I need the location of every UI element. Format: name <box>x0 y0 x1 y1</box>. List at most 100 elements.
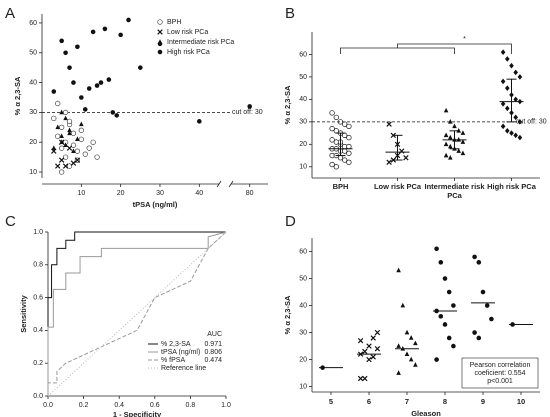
point <box>62 163 69 169</box>
point <box>67 65 72 70</box>
point <box>443 141 449 147</box>
point <box>374 329 381 336</box>
point <box>476 335 482 341</box>
point <box>59 124 65 130</box>
point <box>489 316 494 322</box>
point <box>505 128 510 134</box>
cutoff-label: cut off: 30 <box>516 119 547 126</box>
point <box>66 118 73 124</box>
legend-label: Intermediate risk PCa <box>167 39 234 46</box>
point <box>55 133 61 139</box>
point <box>86 145 92 151</box>
x-tick-label: 20 <box>117 190 125 197</box>
y-tick-label: 10 <box>299 383 307 390</box>
point <box>500 78 506 85</box>
y-tick-label: 0.0 <box>33 393 43 400</box>
legend-label: tPSA (ng/ml) <box>161 349 200 356</box>
y-tick-label: 40 <box>299 302 307 309</box>
panel-letter: B <box>285 5 295 22</box>
point <box>114 113 120 118</box>
point <box>70 160 77 166</box>
point <box>448 119 453 124</box>
point <box>55 100 61 107</box>
note-box <box>461 357 539 389</box>
note-line: p<0.001 <box>487 378 513 385</box>
point <box>396 267 401 273</box>
point <box>500 101 506 107</box>
point <box>460 130 466 135</box>
x-axis-label: tPSA (ng/ml) <box>133 200 178 209</box>
x-tick-label: 0.4 <box>114 402 124 409</box>
panel-letter: C <box>5 213 16 230</box>
x-tick-label: Low risk PCa <box>373 182 422 191</box>
point <box>51 115 57 122</box>
y-tick-label: 50 <box>299 74 307 81</box>
point <box>66 145 73 151</box>
point <box>329 137 335 143</box>
point <box>362 375 368 382</box>
y-tick-label: 30 <box>299 329 307 336</box>
point <box>329 161 335 168</box>
point <box>67 130 72 136</box>
legend-auc: 0.806 <box>204 349 222 356</box>
point <box>82 107 88 112</box>
point <box>333 164 339 170</box>
point <box>517 74 523 80</box>
x-tick-label: 10 <box>517 397 525 406</box>
point <box>342 148 348 154</box>
x-tick-label: 40 <box>195 190 203 197</box>
point <box>366 356 372 363</box>
point <box>357 337 364 344</box>
point <box>357 375 364 382</box>
point <box>157 29 163 35</box>
point <box>404 351 410 356</box>
x-tick-label: 9 <box>481 397 485 406</box>
legend-label: Reference line <box>161 365 206 372</box>
x-tick-label: 7 <box>405 397 409 406</box>
point <box>472 330 477 335</box>
point <box>157 41 163 47</box>
point <box>438 314 444 319</box>
point <box>67 127 72 133</box>
point <box>517 119 523 125</box>
point <box>74 157 81 163</box>
point <box>505 56 510 62</box>
point <box>63 50 68 56</box>
point <box>333 128 339 134</box>
point <box>346 150 352 156</box>
roc-line <box>47 231 226 396</box>
y-tick-label: 40 <box>299 96 307 103</box>
point <box>126 17 131 23</box>
point <box>75 44 80 50</box>
x-tick-label: 0.0 <box>43 402 53 409</box>
point <box>55 163 61 169</box>
point <box>66 163 73 169</box>
x-axis-label: Gleason <box>411 409 441 417</box>
y-tick-label: 60 <box>299 248 307 255</box>
x-tick-label: 0.6 <box>150 402 160 409</box>
point <box>94 83 100 88</box>
point <box>448 154 453 160</box>
point <box>329 110 335 116</box>
y-tick-label: 10 <box>299 164 307 171</box>
point <box>513 69 518 76</box>
point <box>396 370 401 375</box>
y-tick-label: 60 <box>29 20 37 27</box>
legend-auc: 0.971 <box>204 341 222 348</box>
y-tick-label: 30 <box>299 119 307 126</box>
y-tick-label: 10 <box>29 169 37 176</box>
point <box>70 142 77 148</box>
point <box>509 62 514 69</box>
point <box>400 345 406 351</box>
point <box>59 139 64 145</box>
point <box>110 110 116 115</box>
x-tick-label: High risk PCa <box>487 182 536 191</box>
point <box>408 335 414 340</box>
point <box>442 276 448 281</box>
point <box>106 77 112 82</box>
point <box>51 89 57 94</box>
x-tick-label: 8 <box>443 397 447 406</box>
y-tick-label: 50 <box>299 275 307 282</box>
point <box>472 254 477 260</box>
